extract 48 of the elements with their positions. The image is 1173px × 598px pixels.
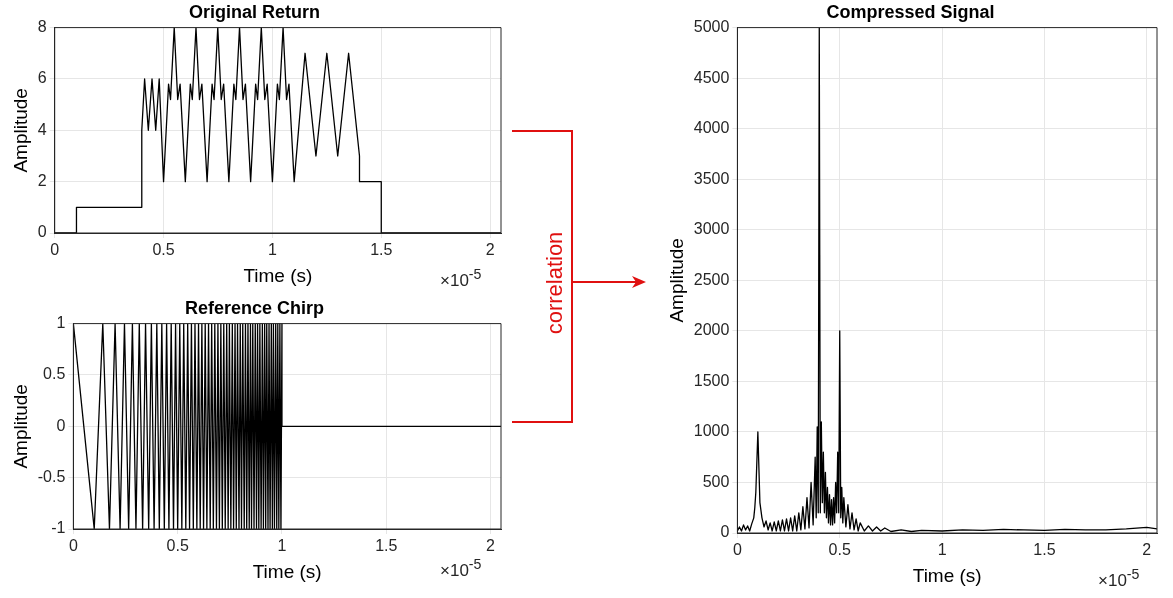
x-tick-label: 0 (68, 537, 78, 555)
y-tick-label: 8 (37, 18, 47, 36)
x-tick-label: 2 (485, 241, 495, 259)
y-tick-label: 2500 (693, 270, 730, 288)
y-tick-label: 4500 (693, 68, 730, 86)
y-axis-title: Amplitude (665, 238, 687, 323)
x-tick-label: 1 (267, 241, 277, 259)
y-tick-label: 0.5 (43, 365, 66, 383)
y-tick-label: 1 (56, 314, 66, 332)
chart-title: Compressed Signal (826, 1, 995, 22)
y-tick-label: -0.5 (37, 468, 66, 486)
x-tick-label: 0.5 (166, 537, 189, 555)
y-tick-label: 2 (37, 172, 47, 190)
y-tick-label: -1 (51, 519, 66, 537)
text: correlation (542, 230, 568, 337)
text: ×10$^{-5}$ (440, 556, 482, 581)
x-tick-label: 0 (732, 541, 742, 559)
y-tick-label: 3500 (693, 169, 730, 187)
y-tick-label: 6 (37, 69, 47, 87)
y-tick-label: 2000 (693, 321, 730, 339)
y-tick-label: 1000 (693, 422, 730, 440)
x-tick-label: 2 (1142, 541, 1152, 559)
y-tick-label: 0 (37, 223, 47, 241)
text: ×10$^{-5}$ (440, 266, 482, 291)
x-tick-label: 1.5 (1033, 541, 1056, 559)
y-tick-label: 1500 (693, 371, 730, 389)
y-tick-label: 500 (702, 472, 730, 490)
y-tick-label: 0 (720, 523, 730, 541)
chart-title: Reference Chirp (184, 297, 325, 318)
x-tick-label: 0.5 (152, 241, 175, 259)
x-tick-label: 1 (277, 537, 287, 555)
text: ×10$^{-5}$ (1098, 566, 1140, 591)
x-tick-label: 2 (486, 537, 496, 555)
y-axis-title: Amplitude (9, 384, 31, 469)
x-tick-label: 1 (937, 541, 947, 559)
x-tick-label: 1.5 (375, 537, 398, 555)
y-tick-label: 5000 (693, 18, 730, 36)
x-tick-label: 0.5 (828, 541, 851, 559)
x-axis-title: Time (s) (252, 560, 322, 582)
y-axis-title: Amplitude (9, 88, 31, 173)
x-axis-title: Time (s) (243, 264, 313, 286)
y-tick-label: 3000 (693, 220, 730, 238)
y-tick-label: 4 (37, 120, 47, 138)
x-tick-label: 1.5 (370, 241, 393, 259)
y-tick-label: 4000 (693, 119, 730, 137)
x-axis-title: Time (s) (912, 564, 982, 586)
chart-title: Original Return (188, 1, 321, 22)
y-tick-label: 0 (56, 416, 66, 434)
